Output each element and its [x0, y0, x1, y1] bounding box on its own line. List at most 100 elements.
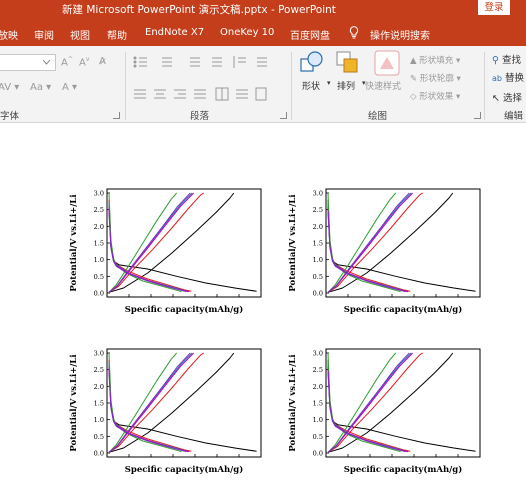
paragraph-dialog-launcher[interactable] — [280, 112, 287, 119]
y-tick-label: 3.0 — [94, 190, 104, 198]
y-axis-label: Potential/V vs.Li+/Li — [69, 194, 79, 292]
y-tick-label: 2.0 — [94, 383, 104, 391]
shape-fill-label: 形状填充 — [419, 56, 454, 66]
tab-baidu-netdisk[interactable]: 百度网盘 — [290, 31, 330, 42]
y-axis-label: Potential/V vs.Li+/Li — [288, 194, 298, 292]
y-tick-label: 2.5 — [313, 206, 323, 214]
y-tick-label: 0.5 — [313, 433, 323, 441]
tab-endnote[interactable]: EndNote X7 — [145, 27, 205, 38]
y-axis-label: Potential/V vs.Li+/Li — [288, 354, 298, 452]
series-line-4-charge — [327, 352, 397, 453]
drawing-dialog-launcher[interactable] — [474, 112, 481, 119]
slide-canvas[interactable]: 0.0 0.5 1.0 1.5 2.0 2.5 3.0 Specific capacity(m… — [0, 123, 526, 499]
series-line-2-charge — [327, 352, 424, 453]
paragraph-tools-icon — [133, 56, 267, 101]
x-axis-label: Specific capacity(mAh/g) — [344, 304, 462, 315]
series-line-1-charge — [108, 192, 235, 293]
series-line-6-charge — [327, 192, 410, 293]
plot-frame — [106, 348, 262, 458]
y-tick-label: 0.5 — [94, 273, 104, 281]
title-bar: 新建 Microsoft PowerPoint 演示文稿.pptx - Powe… — [0, 0, 526, 18]
y-tick-label: 1.5 — [313, 400, 323, 408]
shape-effects-button[interactable]: ◇ 形状效果 ▾ — [410, 92, 461, 102]
y-tick-label: 0.0 — [94, 290, 104, 298]
series-line-4-charge — [108, 192, 178, 293]
y-tick-label: 0.0 — [94, 450, 104, 458]
plot-frame — [325, 348, 481, 458]
tell-me-search[interactable]: 操作说明搜索 — [370, 31, 430, 42]
font-group-label: 字体 — [0, 111, 20, 122]
chart-panel: 0.0 0.5 1.0 1.5 2.0 2.5 3.0 Specific capacity(m… — [69, 188, 262, 315]
y-axis-label: Potential/V vs.Li+/Li — [69, 354, 79, 452]
font-dialog-launcher[interactable] — [113, 112, 120, 119]
series-line-6-charge — [327, 352, 410, 453]
series-line-6-discharge — [108, 212, 187, 293]
series-line-2-charge — [108, 192, 205, 293]
char-spacing-icon[interactable]: AV ▾ — [0, 82, 20, 93]
select-label: 选择 — [503, 93, 523, 104]
y-tick-label: 2.5 — [94, 366, 104, 374]
y-tick-label: 1.5 — [94, 400, 104, 408]
increase-font-icon[interactable]: A^ — [61, 56, 73, 69]
clear-format-icon[interactable]: A̷ — [99, 56, 106, 67]
arrange-button[interactable]: 排列 — [337, 82, 356, 92]
shape-fill-button[interactable]: ▲ 形状填充 ▾ — [410, 56, 461, 66]
y-tick-label: 3.0 — [313, 350, 323, 358]
replace-label: 替换 — [505, 73, 525, 84]
separator — [125, 52, 126, 120]
login-button[interactable]: 登录 — [478, 0, 510, 15]
ribbon: A^ Av A̷ AV ▾ Aa ▾ A ▾ 字体 段落 — [0, 46, 526, 123]
find-button[interactable]: ⚲ 查找 — [492, 52, 521, 66]
plot-frame — [106, 188, 262, 298]
font-size-select[interactable] — [0, 54, 56, 71]
y-tick-label: 1.5 — [313, 240, 323, 248]
chevron-down-icon — [43, 60, 50, 65]
y-tick-label: 1.5 — [94, 240, 104, 248]
shapes-icon[interactable] — [300, 51, 326, 75]
paragraph-group-label: 段落 — [190, 111, 210, 122]
select-button[interactable]: ↖ 选择 — [492, 90, 522, 104]
drawing-group-label: 绘图 — [368, 111, 388, 122]
cursor-icon: ↖ — [492, 93, 500, 104]
y-tick-label: 0.5 — [313, 273, 323, 281]
y-tick-label: 2.5 — [94, 206, 104, 214]
y-tick-label: 1.0 — [94, 256, 104, 264]
quick-styles-icon[interactable] — [374, 50, 400, 76]
window-title: 新建 Microsoft PowerPoint 演示文稿.pptx - Powe… — [62, 4, 336, 16]
y-tick-label: 1.0 — [94, 416, 104, 424]
tab-help[interactable]: 帮助 — [107, 31, 127, 42]
y-tick-label: 3.0 — [313, 190, 323, 198]
x-axis-label: Specific capacity(mAh/g) — [125, 464, 243, 475]
font-color-icon[interactable]: A ▾ — [62, 82, 78, 93]
series-line-6-charge — [108, 192, 191, 293]
quick-styles-button[interactable]: 快速样式 — [365, 82, 402, 92]
replace-icon: ab — [492, 74, 502, 83]
tab-onekey[interactable]: OneKey 10 — [220, 27, 275, 38]
tab-view[interactable]: 视图 — [70, 31, 90, 42]
search-icon: ⚲ — [492, 55, 499, 66]
decrease-font-icon[interactable]: Av — [79, 56, 90, 69]
editing-group-label: 编辑 — [504, 111, 524, 122]
shape-outline-button[interactable]: ✎ 形状轮廓 ▾ — [410, 74, 461, 84]
series-line-4-discharge — [108, 192, 182, 293]
series-line-6-discharge — [327, 212, 406, 293]
chart-panel: 0.0 0.5 1.0 1.5 2.0 2.5 3.0 Specific capacity(m… — [288, 188, 481, 315]
ribbon-tabs: 放映 审阅 视图 帮助 EndNote X7 OneKey 10 百度网盘 操作… — [0, 18, 526, 46]
change-case-icon[interactable]: Aa ▾ — [30, 82, 52, 93]
series-line-6-discharge — [327, 372, 406, 453]
series-line-1-charge — [327, 192, 454, 293]
shape-button[interactable]: 形状 — [302, 82, 321, 92]
tab-review[interactable]: 审阅 — [34, 31, 54, 42]
chart-panel: 0.0 0.5 1.0 1.5 2.0 2.5 3.0 Specific capacity(m… — [69, 348, 262, 475]
chart-panel: 0.0 0.5 1.0 1.5 2.0 2.5 3.0 Specific capacity(m… — [288, 348, 481, 475]
find-label: 查找 — [502, 55, 522, 66]
y-tick-label: 0.5 — [94, 433, 104, 441]
arrange-icon[interactable] — [336, 51, 360, 75]
tab-slideshow[interactable]: 放映 — [0, 31, 18, 42]
separator — [484, 52, 485, 120]
shape-effects-label: 形状效果 — [419, 92, 454, 102]
x-axis-label: Specific capacity(mAh/g) — [125, 304, 243, 315]
replace-button[interactable]: ab 替换 — [492, 70, 524, 84]
separator — [291, 52, 292, 120]
shape-outline-label: 形状轮廓 — [419, 74, 454, 84]
